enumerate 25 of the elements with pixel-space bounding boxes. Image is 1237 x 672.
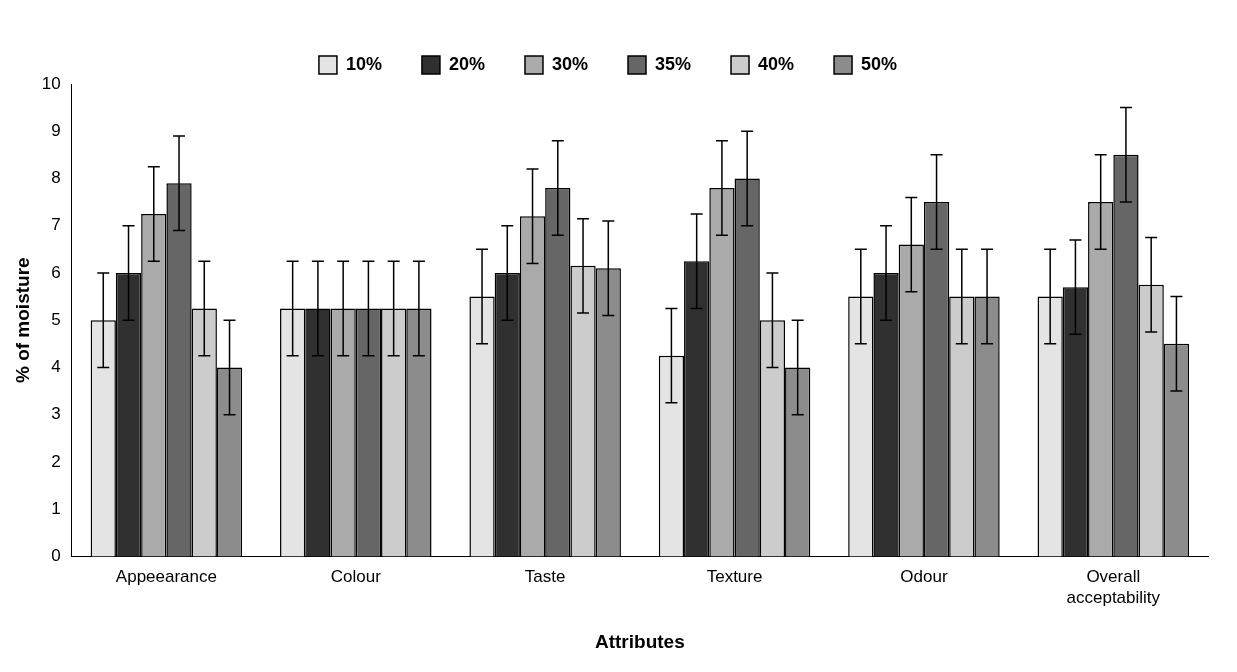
y-tick-label: 10	[41, 73, 61, 93]
legend-label: 10%	[345, 53, 382, 74]
legend-label: 30%	[551, 53, 588, 74]
y-tick-label: 8	[51, 168, 61, 188]
x-tick-label: Odour	[900, 567, 948, 587]
y-tick-label: 1	[51, 498, 61, 518]
legend-label: 20%	[448, 53, 485, 74]
legend-label: 35%	[655, 53, 692, 74]
x-tick-label: Texture	[706, 567, 763, 587]
x-axis-title: Attributes	[594, 630, 685, 652]
y-tick-label: 5	[51, 309, 61, 329]
y-tick-label: 6	[51, 262, 61, 282]
y-tick-label: 0	[51, 546, 61, 566]
legend-label: 50%	[861, 53, 898, 74]
x-tick-label: Taste	[524, 567, 566, 587]
y-tick-label: 4	[51, 357, 61, 377]
y-tick-label: 3	[51, 404, 61, 424]
y-tick-label: 7	[51, 215, 61, 235]
x-tick-label: Appeearance	[115, 567, 217, 587]
y-axis-title: % of moisture	[11, 257, 33, 384]
x-tick-label: Colour	[330, 567, 382, 587]
legend-label: 40%	[758, 53, 795, 74]
x-tick-label: Overall acceptability	[1066, 567, 1161, 607]
y-tick-label: 9	[51, 120, 61, 140]
y-tick-label: 2	[51, 451, 61, 471]
